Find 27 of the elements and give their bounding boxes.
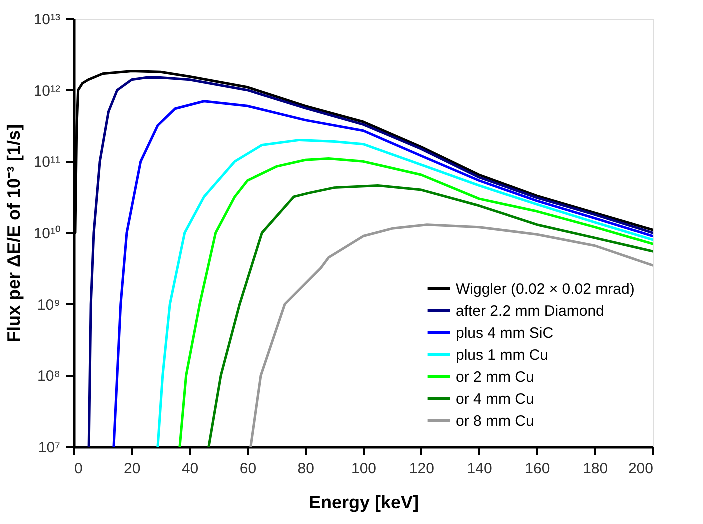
legend-label: Wiggler (0.02 × 0.02 mrad) (456, 281, 635, 298)
legend-label: after 2.2 mm Diamond (456, 303, 604, 320)
x-axis-title: Energy [keV] (308, 492, 420, 512)
y-tick-label: 10⁹ (37, 296, 60, 314)
x-tick-label: 200 (628, 460, 654, 478)
x-tick-label: 40 (182, 460, 199, 478)
x-tick-label: 140 (467, 460, 492, 478)
x-tick-label: 20 (124, 460, 141, 478)
y-tick-label: 10¹³ (34, 12, 60, 28)
x-tick-label: 180 (583, 460, 608, 478)
legend-label: or 8 mm Cu (456, 413, 534, 430)
legend-label: or 4 mm Cu (456, 391, 534, 408)
x-tick-label: 120 (409, 460, 434, 478)
y-tick-label: 10¹¹ (34, 154, 60, 172)
y-tick-label: 10¹⁰ (34, 226, 60, 242)
x-tick-label: 80 (298, 460, 314, 478)
y-tick-label: 10⁸ (37, 368, 60, 386)
x-tick-label: 0 (74, 460, 83, 478)
y-axis-title: Flux per ΔE/E of 10⁻³ [1/s] (4, 124, 24, 342)
y-tick-label: 10¹² (34, 82, 60, 100)
x-tick-label: 160 (525, 460, 550, 478)
legend-label: plus 4 mm SiC (456, 325, 554, 342)
x-tick-label: 60 (240, 460, 257, 478)
y-tick-label: 10⁷ (38, 440, 60, 456)
legend-label: or 2 mm Cu (456, 369, 534, 386)
legend-label: plus 1 mm Cu (456, 347, 549, 364)
x-tick-label: 100 (351, 460, 377, 478)
